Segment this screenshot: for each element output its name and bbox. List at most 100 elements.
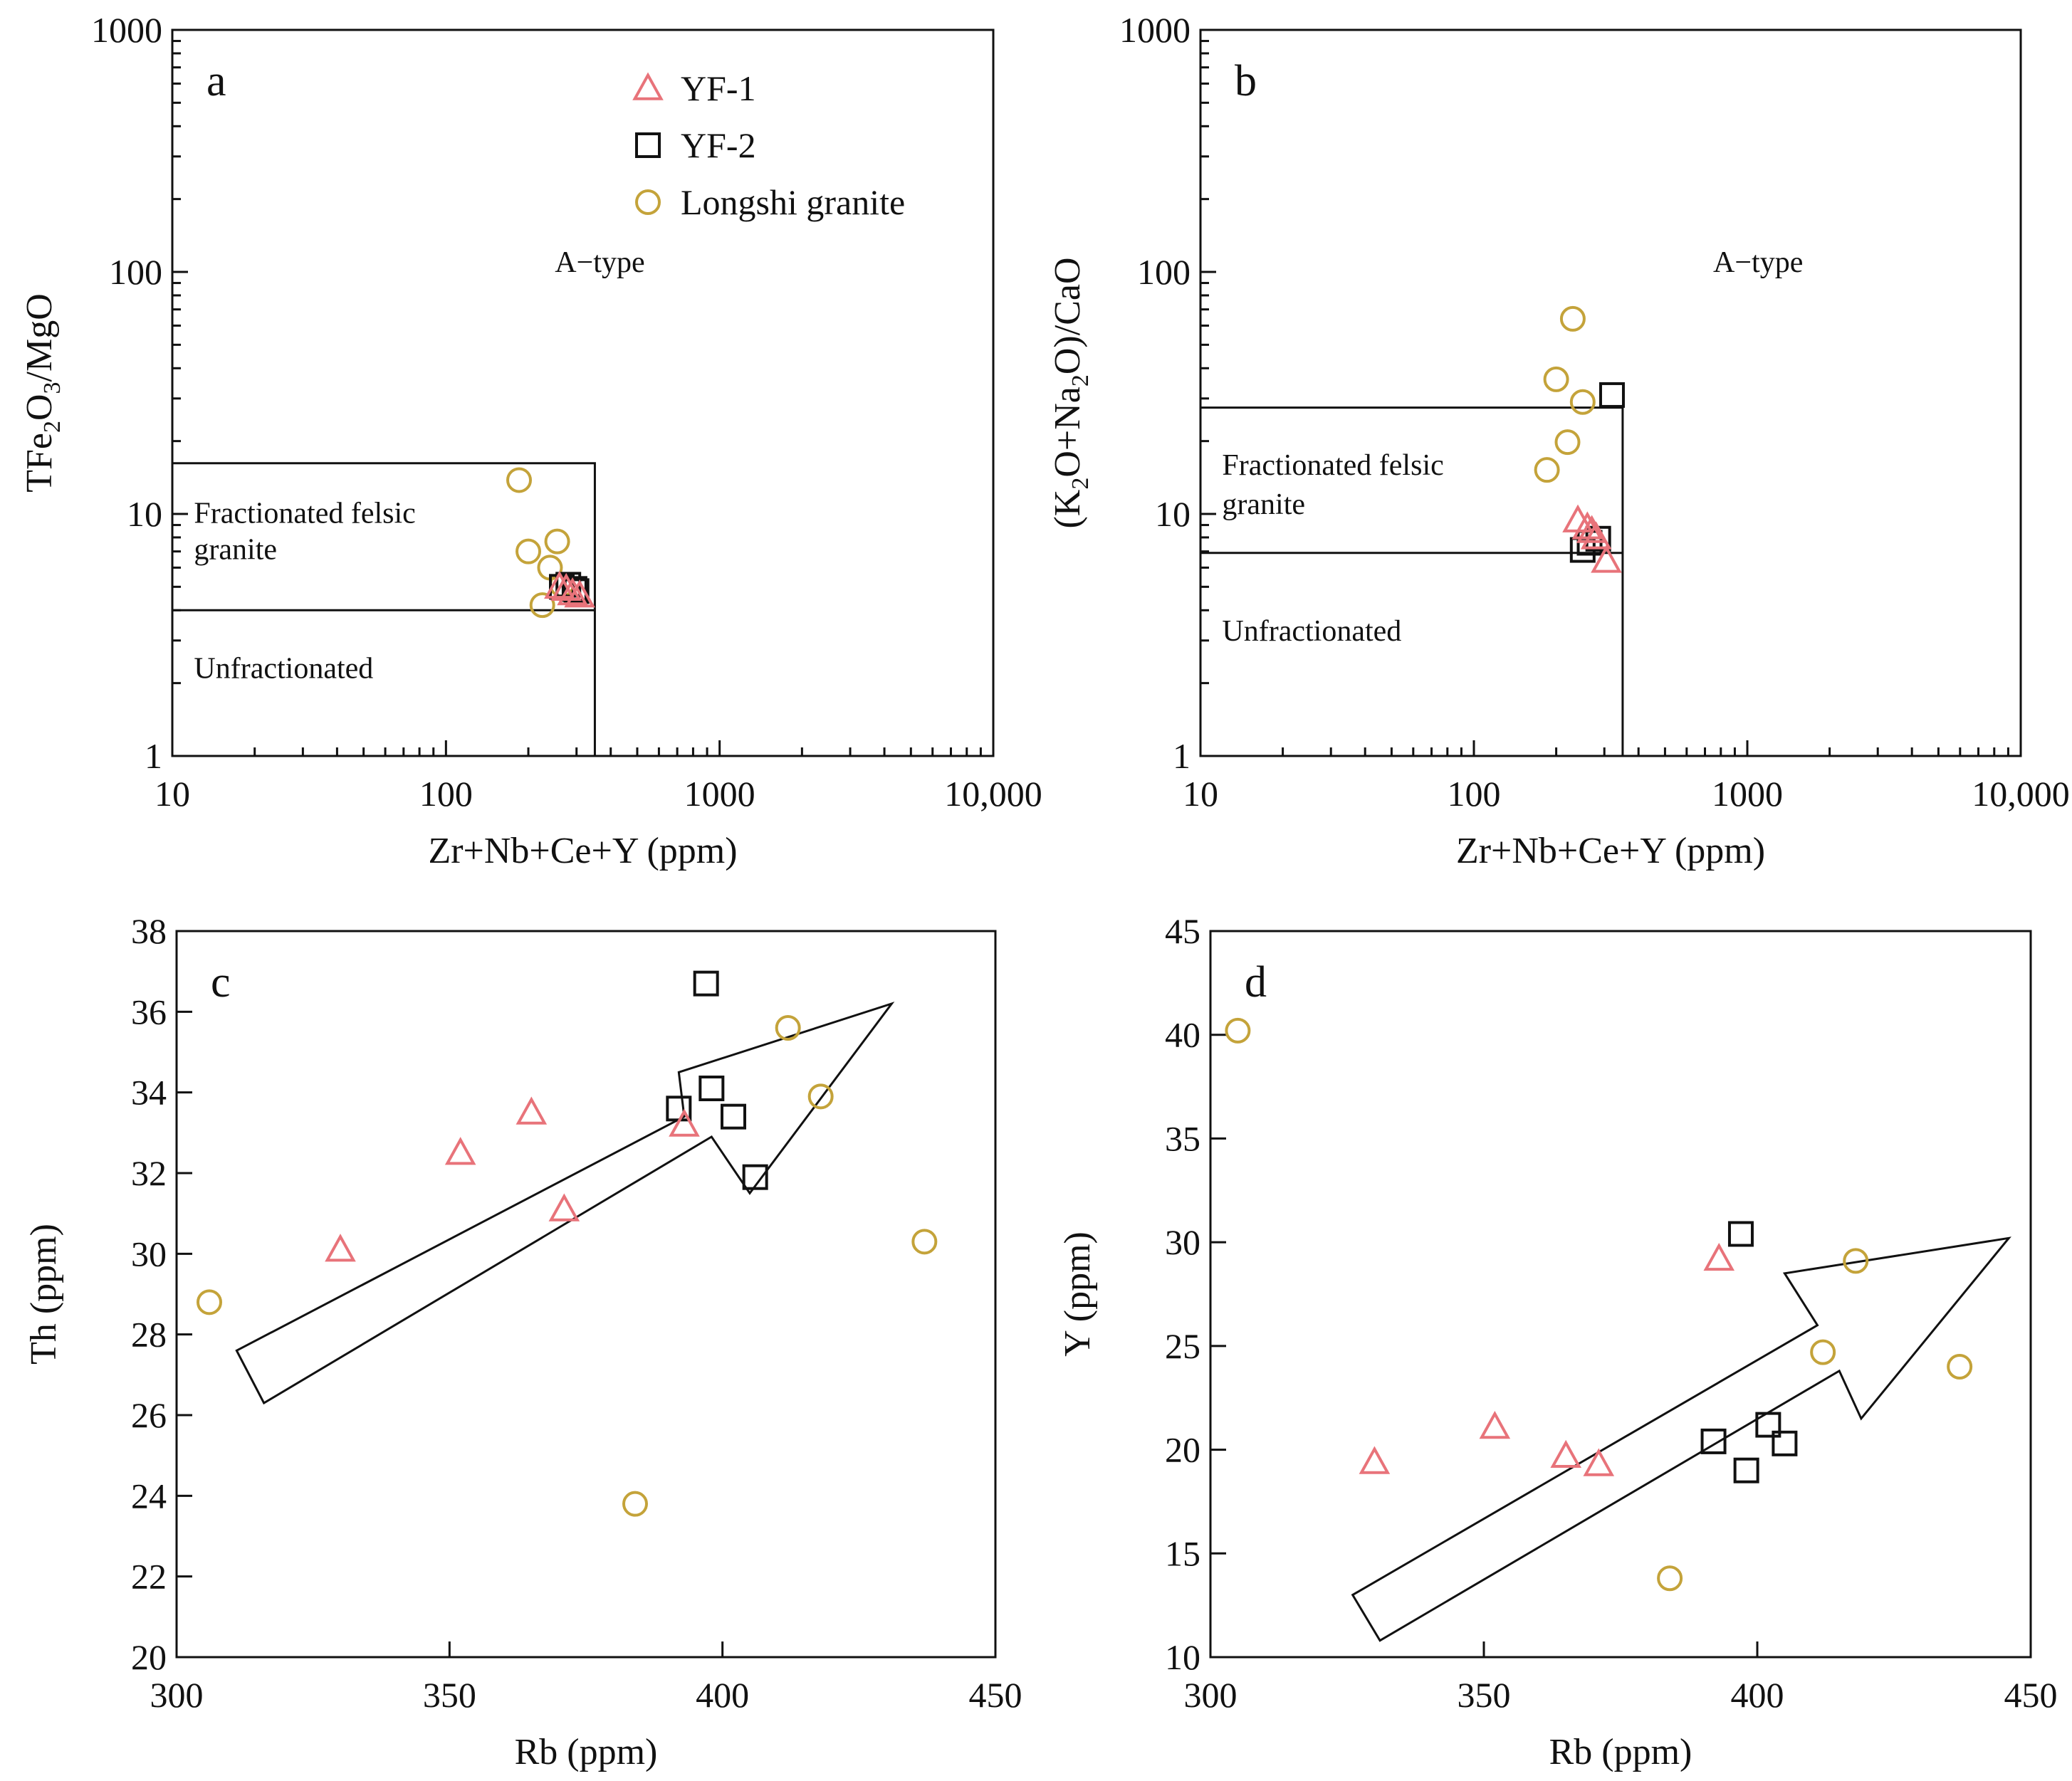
x-axis-label: Zr+Nb+Ce+Y (ppm) — [428, 831, 737, 871]
y-axis-label: TFe2O3/MgO — [19, 293, 66, 493]
longshi-point — [1569, 389, 1596, 415]
y-tick-label: 28 — [131, 1315, 167, 1355]
field-boundary — [172, 462, 596, 756]
longshi-point — [544, 528, 570, 555]
axis-ticks — [175, 930, 997, 1659]
x-axis-label: Zr+Nb+Ce+Y (ppm) — [1456, 831, 1765, 871]
longshi-point — [1559, 305, 1586, 332]
x-tick-label: 400 — [1731, 1675, 1784, 1715]
y-tick-label: 38 — [131, 911, 167, 951]
panel-letter: b — [1235, 57, 1257, 105]
yf1-point — [669, 1108, 700, 1137]
yf1-point — [557, 577, 588, 606]
longshi-point — [516, 538, 542, 564]
x-tick-label: 10 — [1183, 774, 1218, 814]
y-tick-label: 100 — [1137, 252, 1191, 292]
y-tick-label: 10 — [1155, 494, 1191, 534]
longshi-point — [807, 1083, 834, 1110]
x-tick-label: 100 — [419, 774, 473, 814]
x-tick-label: 1000 — [1712, 774, 1783, 814]
yf2-point — [1755, 1412, 1781, 1438]
axis-ticks — [171, 28, 995, 757]
longshi-point — [197, 1289, 222, 1315]
y-tick-label: 20 — [131, 1637, 167, 1677]
field-label: granite — [1222, 488, 1305, 521]
yf1-point — [1703, 1242, 1735, 1271]
yf2-point — [1772, 1430, 1798, 1456]
x-tick-label: 10 — [155, 774, 190, 814]
y-axis-label: (K2O+Na2O)/CaO — [1047, 257, 1094, 528]
panel-letter: c — [211, 958, 231, 1007]
yf1-point — [548, 1193, 580, 1222]
field-label: Fractionated felsic — [194, 497, 415, 530]
trend-arrow — [235, 1002, 895, 1405]
x-axis-label: Rb (ppm) — [1549, 1732, 1692, 1772]
yf2-point — [721, 1103, 746, 1130]
x-tick-label: 350 — [1458, 1675, 1511, 1715]
yf1-point — [516, 1096, 548, 1125]
longshi-point — [529, 592, 555, 619]
field-label: granite — [194, 534, 277, 567]
y-tick-label: 100 — [109, 252, 162, 292]
longshi-point — [1657, 1565, 1683, 1592]
longshi-point — [1810, 1339, 1836, 1365]
longshi-point — [1225, 1017, 1251, 1044]
longshi-point — [1843, 1248, 1869, 1274]
yf1-point — [1583, 1448, 1615, 1476]
longshi-point — [775, 1015, 801, 1041]
y-tick-label: 20 — [1165, 1430, 1200, 1470]
longshi-point — [622, 1491, 648, 1517]
plot-frame — [1209, 930, 2032, 1659]
yf2-point — [1599, 382, 1625, 408]
yf2-point — [693, 970, 719, 997]
x-axis-label: Rb (ppm) — [515, 1732, 658, 1772]
y-tick-label: 1 — [1173, 736, 1191, 776]
panel-letter: d — [1245, 958, 1267, 1007]
y-tick-label: 26 — [131, 1395, 167, 1435]
yf1-point — [544, 570, 575, 599]
panel-d: 300 350 400 450 10 15 20 25 30 35 40 45 Rb (ppm) Y (p… — [1057, 911, 2058, 1772]
y-tick-label: 45 — [1165, 911, 1200, 951]
yf1-point — [1591, 545, 1622, 573]
yf2-point — [1727, 1221, 1754, 1247]
yf1-point — [1580, 521, 1612, 550]
field-label: Unfractionated — [1222, 615, 1401, 648]
x-tick-label: 300 — [150, 1675, 204, 1715]
x-tick-label: 400 — [696, 1675, 749, 1715]
axis-ticks — [1199, 28, 2022, 757]
y-tick-label: 1000 — [91, 10, 162, 50]
y-tick-label: 30 — [131, 1234, 167, 1273]
plot-frame — [1199, 28, 2022, 757]
legend-yf1-label: YF-1 — [681, 68, 756, 108]
field-label: A−type — [1713, 246, 1803, 279]
yf2-point — [742, 1164, 768, 1190]
y-axis-label: Y (ppm) — [1057, 1231, 1098, 1357]
x-tick-label: 100 — [1448, 774, 1501, 814]
y-axis-label: Th (ppm) — [23, 1224, 64, 1365]
longshi-point — [1534, 457, 1560, 483]
yf1-point — [325, 1234, 356, 1262]
yf1-point — [444, 1137, 476, 1165]
x-tick-label: 350 — [423, 1675, 476, 1715]
y-tick-label: 1000 — [1119, 10, 1191, 50]
yf1-point — [1359, 1446, 1391, 1474]
y-tick-label: 35 — [1165, 1118, 1200, 1158]
field-label: Unfractionated — [194, 652, 373, 685]
x-tick-label: 10,000 — [944, 774, 1042, 814]
y-tick-label: 25 — [1165, 1326, 1200, 1366]
x-tick-label: 450 — [969, 1675, 1022, 1715]
y-tick-label: 32 — [131, 1153, 167, 1193]
panel-c: 300 350 400 450 20 22 24 26 28 30 32 34 36 38 Rb (ppm)… — [23, 911, 1022, 1772]
legend-longshi-marker — [635, 189, 661, 215]
trend-arrow — [1351, 1236, 2011, 1642]
longshi-point — [506, 467, 533, 493]
y-tick-label: 10 — [127, 494, 162, 534]
x-tick-label: 300 — [1184, 1675, 1238, 1715]
y-tick-label: 15 — [1165, 1533, 1200, 1573]
longshi-point — [1947, 1354, 1973, 1380]
field-label: A−type — [555, 246, 644, 279]
yf1-point — [1550, 1439, 1581, 1469]
longshi-point — [1554, 429, 1581, 456]
